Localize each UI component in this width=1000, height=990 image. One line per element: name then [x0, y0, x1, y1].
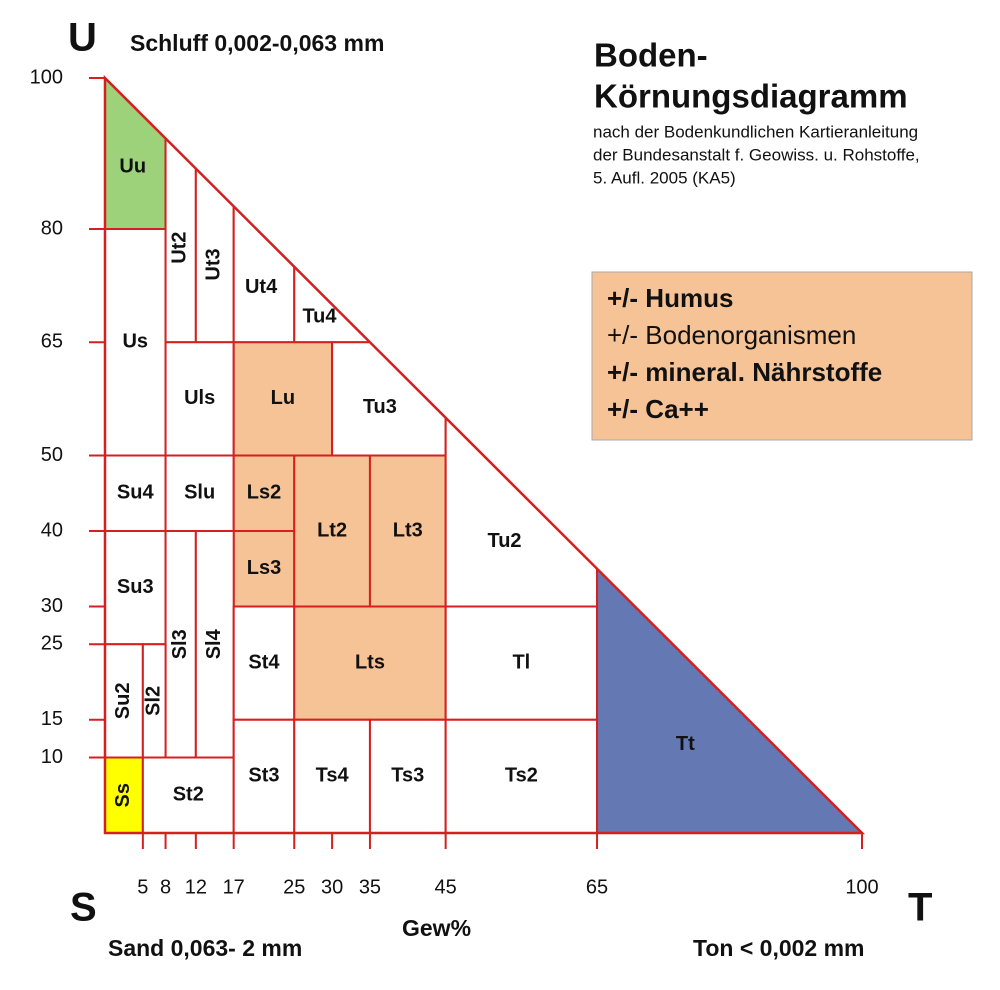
region-label: Ls3 — [247, 557, 281, 579]
x-tick-label: 5 — [137, 876, 148, 898]
region-label: Lu — [271, 387, 295, 409]
y-tick-label: 80 — [41, 217, 63, 239]
y-tick-label: 15 — [41, 708, 63, 730]
x-tick-label: 8 — [160, 876, 171, 898]
title: Boden- — [594, 37, 708, 74]
y-tick-label: 25 — [41, 633, 63, 655]
region-label: Sl2 — [142, 686, 164, 716]
subtitle: 5. Aufl. 2005 (KA5) — [593, 168, 736, 187]
region-label: Uls — [184, 387, 215, 409]
region — [232, 203, 296, 344]
title: Körnungsdiagramm — [594, 78, 908, 115]
info-line: +/- Bodenorganismen — [607, 320, 856, 350]
info-line: +/- mineral. Nährstoffe — [607, 357, 882, 387]
x-tick-label: 30 — [321, 876, 343, 898]
region-label: Slu — [184, 482, 215, 504]
region-label: Ts4 — [316, 765, 350, 787]
info-line: +/- Humus — [607, 283, 733, 313]
y-tick-label: 100 — [30, 66, 63, 88]
region-label: Tu4 — [302, 305, 337, 327]
region-label: Su2 — [112, 683, 134, 720]
region-label: Us — [122, 331, 148, 353]
y-tick-label: 40 — [41, 519, 63, 541]
x-tick-label: 45 — [435, 876, 457, 898]
clay-label: Ton < 0,002 mm — [693, 935, 865, 961]
silt-label: Schluff 0,002-0,063 mm — [130, 30, 384, 56]
region-label: Ut3 — [202, 248, 224, 280]
unit-label: Gew% — [402, 915, 471, 941]
corner-sand: S — [70, 886, 97, 930]
region-label: Sl3 — [169, 629, 191, 659]
y-tick-label: 65 — [41, 331, 63, 353]
info-box — [591, 271, 973, 441]
info-line: +/- Ca++ — [607, 394, 709, 424]
subtitle: nach der Bodenkundlichen Kartieranleitun… — [593, 122, 918, 141]
region-label: Ut2 — [169, 232, 191, 264]
region-label: St3 — [248, 765, 279, 787]
corner-clay: T — [908, 886, 932, 930]
x-tick-label: 65 — [586, 876, 608, 898]
subtitle: der Bundesanstalt f. Geowiss. u. Rohstof… — [593, 145, 920, 164]
region-label: Ls2 — [247, 482, 281, 504]
region-label: Su3 — [117, 576, 154, 598]
region-label: St4 — [248, 651, 280, 673]
corner-silt: U — [68, 16, 97, 60]
region-label: St2 — [173, 784, 204, 806]
sand-label: Sand 0,063- 2 mm — [108, 935, 302, 961]
region-label: Ss — [112, 783, 134, 807]
region-label: Uu — [119, 156, 146, 178]
region-label: Tu2 — [487, 530, 521, 552]
x-tick-label: 100 — [845, 876, 878, 898]
y-tick-label: 10 — [41, 746, 63, 768]
region-label: Tu3 — [363, 396, 397, 418]
y-tick-label: 50 — [41, 444, 63, 466]
region-label: Su4 — [117, 482, 155, 504]
region-label: Tt — [676, 733, 695, 755]
region — [104, 75, 167, 230]
x-tick-label: 25 — [283, 876, 305, 898]
region-label: Lt3 — [393, 519, 423, 541]
region-label: Ut4 — [245, 276, 278, 298]
y-tick-label: 30 — [41, 595, 63, 617]
region-label: Sl4 — [203, 628, 225, 659]
region-label: Tl — [512, 651, 530, 673]
x-tick-label: 17 — [223, 876, 245, 898]
x-tick-label: 12 — [185, 876, 207, 898]
region-label: Ts2 — [505, 765, 538, 787]
region-label: Lts — [355, 651, 385, 673]
region — [444, 415, 599, 608]
region-label: Lt2 — [317, 519, 347, 541]
x-tick-label: 35 — [359, 876, 381, 898]
region-label: Ts3 — [391, 765, 424, 787]
